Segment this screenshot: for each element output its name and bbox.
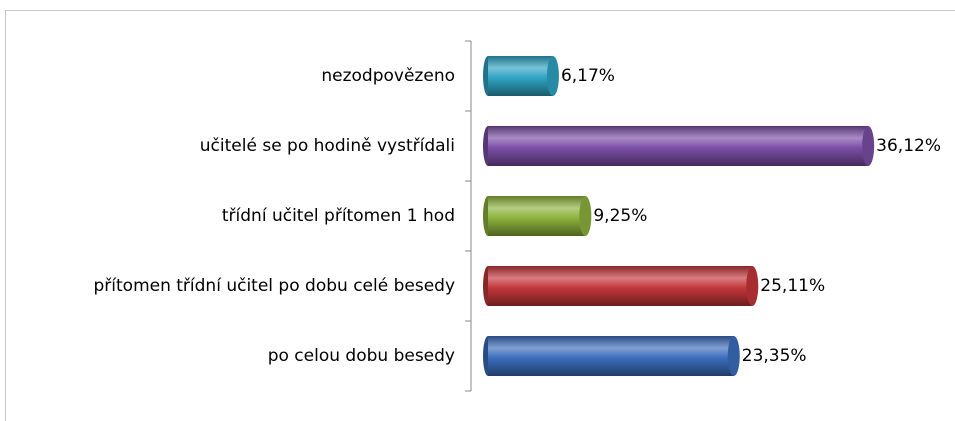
bar <box>488 266 753 306</box>
y-tick-label: učitelé se po hodině vystřídali <box>200 136 455 156</box>
data-label: 9,25% <box>593 206 647 226</box>
bar-end-cap <box>546 56 559 96</box>
y-tick-label: po celou dobu besedy <box>268 346 455 366</box>
bar-end-cap <box>579 196 592 236</box>
data-label: 23,35% <box>742 346 807 366</box>
data-label: 36,12% <box>876 136 941 156</box>
bar-end-cap <box>727 336 740 376</box>
bar <box>488 126 869 166</box>
bar-end-cap <box>862 126 875 166</box>
data-label: 6,17% <box>561 66 615 86</box>
bar <box>488 196 586 236</box>
bar <box>488 336 734 376</box>
y-tick-label: přítomen třídní učitel po dobu celé bese… <box>94 276 456 296</box>
bar <box>488 56 553 96</box>
y-tick-label: nezodpovězeno <box>321 66 455 86</box>
y-tick-label: třídní učitel přítomen 1 hod <box>222 206 455 226</box>
data-label: 25,11% <box>760 276 825 296</box>
chart-frame <box>5 10 955 421</box>
bar-end-cap <box>746 266 759 306</box>
